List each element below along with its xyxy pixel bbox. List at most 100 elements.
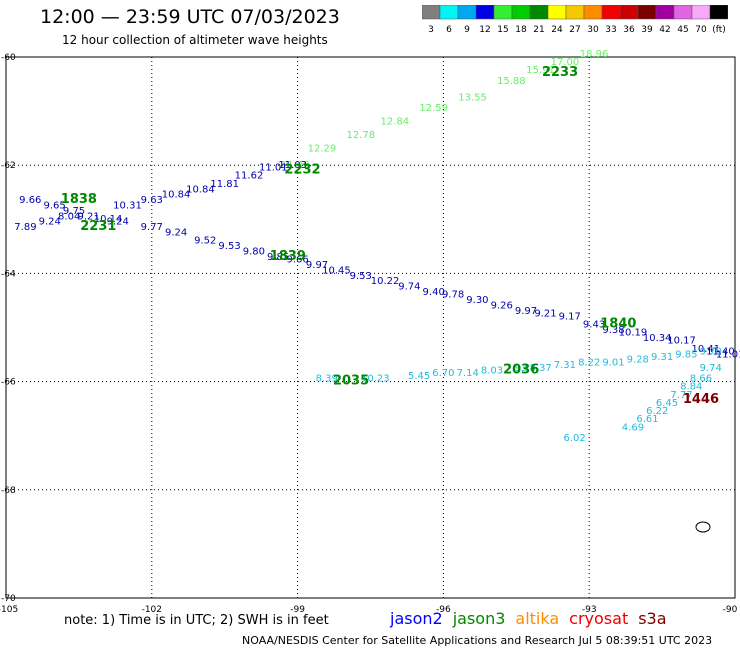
- legend-label: 24: [551, 25, 563, 35]
- swh-label: 7.93: [505, 363, 527, 374]
- swh-label: 10.31: [113, 200, 142, 211]
- swh-label: 5.45: [408, 371, 430, 382]
- satellite-s3a: s3a: [638, 609, 667, 628]
- swh-label: 9.30: [466, 295, 488, 306]
- swh-label: 9.28: [627, 355, 649, 366]
- x-tick-label: -105: [0, 605, 18, 615]
- track-jason3-2037: 6.02 4.696.616.226.457.778.848.669.74: [563, 363, 721, 444]
- swh-label: 9.53: [350, 271, 372, 282]
- y-tick-label: -68: [1, 486, 16, 496]
- swh-label: 10.23: [361, 374, 390, 385]
- swh-label: 11.62: [235, 171, 264, 182]
- x-tick-label: -93: [582, 605, 597, 615]
- swh-label: 8.03: [481, 365, 503, 376]
- pass-time-label: 1446: [683, 392, 719, 407]
- swh-label: 9.63: [141, 195, 163, 206]
- swh-label: 4.69: [622, 422, 644, 433]
- swh-label: 8.39: [316, 374, 338, 385]
- swh-label: 6.70: [432, 368, 454, 379]
- swh-label: 9.52: [194, 236, 216, 247]
- swh-label: 7.77: [670, 390, 692, 401]
- legend-swatch: [709, 5, 728, 20]
- swh-label: 13.55: [458, 92, 487, 103]
- swh-label: 15.88: [497, 76, 526, 87]
- swh-label: 9.77: [141, 222, 163, 233]
- swh-label: 11.40: [706, 347, 735, 358]
- swh-label: 10.41: [692, 344, 721, 355]
- swh-label: 12.84: [380, 117, 409, 128]
- swh-label: 11.48: [281, 160, 310, 171]
- pass-time-label: 2035: [333, 373, 369, 388]
- swh-label: 8.84: [680, 382, 702, 393]
- swh-label: 10.84: [186, 184, 215, 195]
- swh-label: 9.21: [77, 211, 99, 222]
- x-tick-label: -102: [142, 605, 162, 615]
- swh-label: 6.45: [656, 398, 678, 409]
- swh-label: 9.31: [651, 352, 673, 363]
- swh-label: 9.85: [267, 252, 289, 263]
- swh-label: 11.03: [278, 160, 307, 171]
- swh-label: 10.22: [371, 276, 400, 287]
- swh-label: 9.24: [39, 217, 61, 228]
- y-tick-label: -62: [1, 161, 16, 171]
- track-jason3-2036: 8.39 10.23 5.45 6.70 7.14 8.03 7.93 8.37 7.31 8.2…: [316, 347, 722, 385]
- y-tick-label: -60: [1, 53, 16, 63]
- map-subtitle: 12 hour collection of altimeter wave hei…: [62, 33, 328, 47]
- swh-label: 9.80: [243, 246, 265, 257]
- swh-label: 9.17: [559, 311, 581, 322]
- legend-label: 42: [659, 25, 670, 35]
- swh-label: 6.61: [636, 414, 658, 425]
- legend-label: 21: [533, 25, 544, 35]
- color-legend: 3 6 9 12 15 18 21 24 27 30 33 36 39 42 45 70 (ft): [422, 5, 728, 35]
- pass-time-label: 2036: [503, 362, 539, 377]
- swh-label: 11.01: [259, 163, 288, 174]
- legend-label: 39: [641, 25, 653, 35]
- swh-label: 9.78: [442, 290, 464, 301]
- swh-label: 8.04: [58, 211, 80, 222]
- swh-label: 9.38: [602, 325, 624, 336]
- swh-label: 9.66: [19, 195, 41, 206]
- island-outline: [695, 521, 711, 533]
- satellite-cryosat: cryosat: [569, 609, 629, 628]
- swh-label: 9.97: [306, 260, 328, 271]
- pass-time-label: 1840: [600, 317, 636, 332]
- legend-label: 36: [623, 25, 635, 35]
- swh-label: 9.85: [675, 349, 697, 360]
- track-jason3-1838: 9.66 9.659.759.2110.1410.319.6310.8410.84…: [19, 160, 307, 225]
- swh-label: 7.89: [14, 222, 36, 233]
- x-tick-label: -99: [290, 605, 305, 615]
- legend-label: 3: [428, 25, 434, 35]
- legend-label: 9: [464, 25, 470, 35]
- swh-label: 9.43: [583, 320, 605, 331]
- swh-label: 9.74: [700, 363, 722, 374]
- y-tick-label: -70: [1, 594, 16, 604]
- legend-label: 12: [479, 25, 490, 35]
- swh-label: 10.34: [643, 333, 672, 344]
- swh-label: 8.66: [690, 374, 712, 385]
- y-tick-label: -66: [1, 378, 16, 388]
- swh-label: 11.81: [210, 179, 239, 190]
- swh-label: 9.24: [165, 228, 187, 239]
- legend-label: 33: [605, 25, 616, 35]
- swh-label: 7.31: [554, 360, 576, 371]
- satellite-jason2: jason2: [390, 609, 443, 628]
- legend-label: 18: [515, 25, 527, 35]
- swh-label: 10.17: [667, 336, 696, 347]
- legend-label: 27: [569, 25, 580, 35]
- x-tick-label: -96: [436, 605, 451, 615]
- swh-label: 9.66: [286, 255, 308, 266]
- legend-label: 45: [677, 25, 688, 35]
- legend-label: 30: [587, 25, 599, 35]
- swh-label: 17.00: [551, 57, 580, 68]
- swh-label: 9.75: [63, 206, 85, 217]
- map-title: 12:00 — 23:59 UTC 07/03/2023: [40, 6, 340, 28]
- legend-label: 6: [446, 25, 452, 35]
- x-tick-label: -90: [723, 605, 738, 615]
- legend-label: 70: [695, 25, 707, 35]
- pass-time-label: 1838: [61, 192, 97, 207]
- swh-label: 18.96: [580, 49, 609, 60]
- swh-label: 9.40: [423, 287, 445, 298]
- swh-label: 9.70: [700, 347, 722, 358]
- swh-label: 11.01: [716, 349, 740, 360]
